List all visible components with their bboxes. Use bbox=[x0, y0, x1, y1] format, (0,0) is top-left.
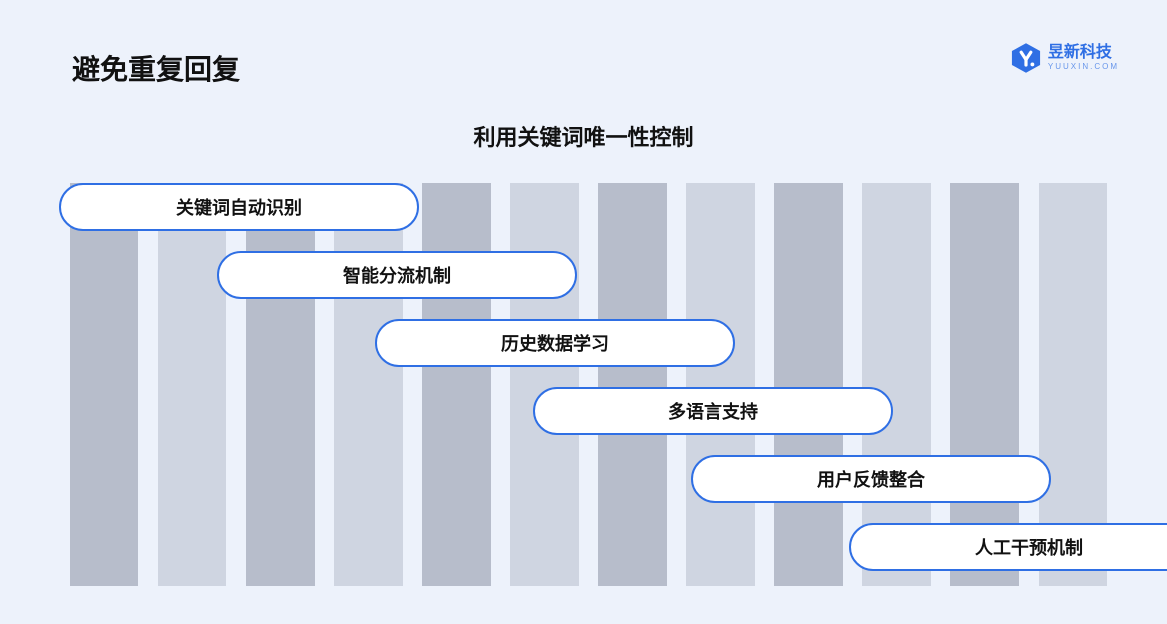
step-pill-label: 历史数据学习 bbox=[501, 330, 609, 356]
background-bar bbox=[158, 183, 226, 586]
step-pill-label: 关键词自动识别 bbox=[176, 194, 302, 220]
step-pill-label: 人工干预机制 bbox=[975, 534, 1083, 560]
step-pill-label: 用户反馈整合 bbox=[817, 466, 925, 492]
step-pill: 智能分流机制 bbox=[217, 251, 577, 299]
page-title: 避免重复回复 bbox=[72, 48, 240, 88]
background-bar bbox=[334, 183, 402, 586]
background-bar bbox=[422, 183, 490, 586]
step-pill: 人工干预机制 bbox=[849, 523, 1167, 571]
page-subtitle: 利用关键词唯一性控制 bbox=[0, 120, 1167, 152]
background-bar bbox=[510, 183, 578, 586]
brand-logo: 昱新科技 YUUXIN.COM bbox=[1010, 42, 1119, 74]
step-pill: 关键词自动识别 bbox=[59, 183, 419, 231]
step-pill-label: 多语言支持 bbox=[668, 398, 758, 424]
brand-logo-icon bbox=[1010, 42, 1042, 74]
step-pill: 多语言支持 bbox=[533, 387, 893, 435]
background-bar bbox=[70, 183, 138, 586]
brand-logo-url: YUUXIN.COM bbox=[1048, 63, 1119, 71]
step-pill: 历史数据学习 bbox=[375, 319, 735, 367]
background-bar bbox=[686, 183, 754, 586]
brand-logo-name: 昱新科技 bbox=[1048, 45, 1119, 61]
step-pill-label: 智能分流机制 bbox=[343, 262, 451, 288]
background-bar bbox=[774, 183, 842, 586]
background-bar bbox=[598, 183, 666, 586]
background-bar bbox=[246, 183, 314, 586]
step-pill: 用户反馈整合 bbox=[691, 455, 1051, 503]
